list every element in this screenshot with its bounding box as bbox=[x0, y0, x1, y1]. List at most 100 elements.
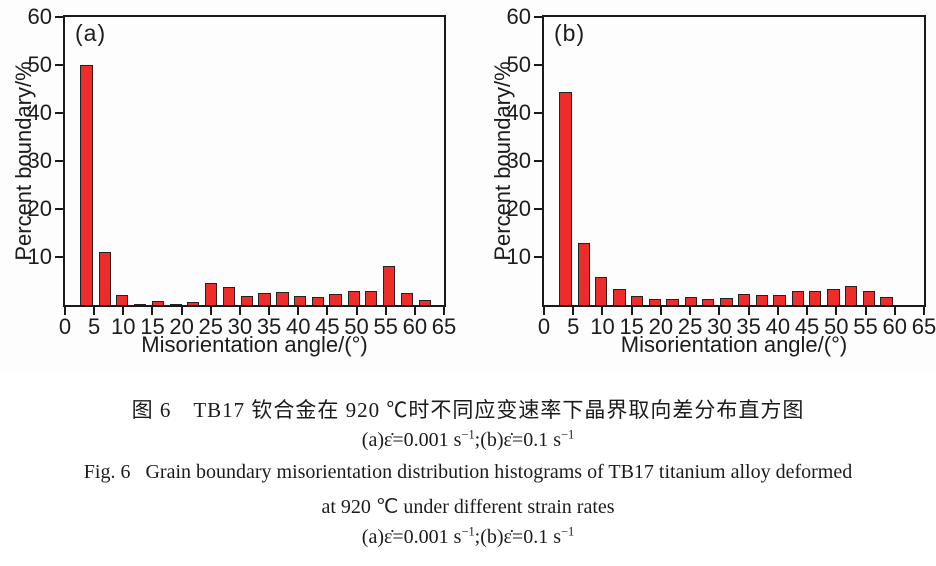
caption-english-strain-rates: (a)ε̇=0.001 s−1;(b)ε̇=0.1 s−1 bbox=[0, 524, 936, 549]
histogram-bar bbox=[240, 296, 254, 305]
superscript-exponent: −1 bbox=[561, 427, 575, 442]
x-tick-mark bbox=[122, 307, 125, 315]
x-tick-label: 50 bbox=[824, 314, 849, 339]
y-tick-label: 50 bbox=[27, 52, 52, 77]
histogram-bar bbox=[880, 297, 893, 305]
histogram-bar bbox=[559, 91, 572, 305]
y-tick-label: 30 bbox=[506, 148, 531, 173]
x-tick-label: 10 bbox=[590, 314, 615, 339]
x-tick-mark bbox=[64, 307, 66, 315]
strain-rate-text: ;(b)ε̇=0.1 s bbox=[474, 526, 561, 548]
y-tick-mark bbox=[55, 16, 63, 18]
y-tick-label: 50 bbox=[506, 52, 531, 77]
y-tick-label: 30 bbox=[27, 148, 52, 173]
histogram-bar bbox=[293, 295, 307, 305]
x-tick-mark bbox=[572, 307, 575, 315]
histogram-bar bbox=[702, 298, 715, 305]
histogram-bar bbox=[258, 293, 271, 305]
x-tick-label: 0 bbox=[537, 314, 551, 339]
panel-b: (b) 10 20 30 40 50 60 0 5 10 15 20 25 30 35 40 45 50 55 6… bbox=[490, 4, 936, 357]
y-tick-mark bbox=[534, 16, 542, 18]
superscript-exponent: −1 bbox=[461, 524, 475, 539]
histogram-bar bbox=[80, 65, 93, 305]
caption-english-title-line1: Fig. 6 Grain boundary misorientation dis… bbox=[83, 461, 853, 483]
y-tick-mark bbox=[55, 112, 63, 114]
histogram-bar bbox=[755, 295, 769, 305]
x-tick-mark bbox=[747, 307, 750, 315]
y-tick-mark bbox=[55, 160, 63, 162]
histogram-bar bbox=[116, 294, 129, 305]
x-tick-label: 5 bbox=[88, 314, 101, 339]
histogram-bar bbox=[329, 294, 342, 305]
x-tick-label: 55 bbox=[373, 314, 398, 339]
y-tick-mark bbox=[55, 64, 63, 66]
x-tick-label: 30 bbox=[227, 314, 253, 339]
x-tick-mark bbox=[864, 307, 867, 315]
x-tick-mark bbox=[209, 307, 212, 315]
x-tick-label: 35 bbox=[736, 314, 761, 339]
x-tick-mark bbox=[355, 307, 358, 315]
histogram-bar bbox=[648, 299, 662, 305]
x-tick-label: 35 bbox=[256, 314, 282, 339]
histogram-bar bbox=[827, 289, 840, 305]
x-tick-mark bbox=[601, 307, 604, 315]
x-tick-mark bbox=[413, 307, 416, 315]
x-tick-mark bbox=[893, 307, 896, 315]
y-tick-label: 20 bbox=[27, 196, 52, 221]
x-tick-label: 10 bbox=[111, 314, 136, 339]
x-tick-label: 45 bbox=[794, 314, 820, 339]
x-tick-label: 60 bbox=[882, 314, 908, 339]
histogram-bar bbox=[577, 243, 590, 305]
histogram-bar bbox=[98, 252, 111, 305]
x-axis-label-b: Misorientation angle/(°) bbox=[620, 332, 848, 357]
x-tick-mark bbox=[151, 307, 154, 315]
histogram-bar bbox=[205, 283, 218, 305]
x-tick-mark bbox=[297, 307, 300, 315]
y-tick-label: 10 bbox=[27, 244, 52, 269]
x-tick-mark bbox=[543, 307, 545, 315]
x-tick-mark bbox=[776, 307, 779, 315]
x-tick-label: 20 bbox=[169, 314, 194, 339]
histogram-bar bbox=[595, 277, 608, 305]
histogram-bar bbox=[666, 298, 679, 305]
x-tick-mark bbox=[384, 307, 387, 315]
y-tick-mark bbox=[534, 112, 542, 114]
strain-rate-text: ;(b)ε̇=0.1 s bbox=[474, 429, 561, 451]
histogram-bar bbox=[151, 300, 164, 305]
strain-rate-text: (a)ε̇=0.001 s bbox=[361, 526, 462, 548]
histogram-bar bbox=[364, 291, 378, 305]
x-tick-label: 15 bbox=[619, 314, 644, 339]
histogram-bar bbox=[720, 297, 733, 305]
y-tick-mark bbox=[534, 208, 542, 210]
x-tick-label: 15 bbox=[140, 314, 165, 339]
panel-tag-b: (b) bbox=[554, 20, 586, 46]
x-tick-label: 30 bbox=[707, 314, 732, 339]
x-tick-mark bbox=[443, 307, 445, 315]
plot-area-b: (b) 10 20 30 40 50 60 0 5 10 15 20 25 30 35 40 45 50 55 6… bbox=[490, 4, 936, 357]
x-axis-label-a: Misorientation angle/(°) bbox=[141, 332, 368, 357]
panel-tag-a: (a) bbox=[75, 20, 107, 46]
y-tick-mark bbox=[534, 256, 542, 258]
caption-english-title-line2: at 920 ℃ under different strain rates bbox=[321, 496, 615, 518]
histogram-bar bbox=[383, 266, 396, 305]
histogram-bar bbox=[844, 286, 858, 305]
histogram-bar bbox=[418, 300, 431, 305]
x-tick-mark bbox=[630, 307, 633, 315]
x-tick-label: 65 bbox=[911, 314, 936, 339]
histogram-bar bbox=[276, 291, 289, 305]
x-tick-mark bbox=[180, 307, 183, 315]
x-tick-mark bbox=[659, 307, 662, 315]
superscript-exponent: −1 bbox=[561, 524, 575, 539]
panel-a: (a) 10 20 30 40 50 60 0 5 10 15 20 25 30 35 40 45 50 55 6… bbox=[11, 4, 456, 357]
histogram-bar bbox=[613, 289, 626, 305]
histogram-bar bbox=[347, 291, 360, 305]
x-tick-label: 0 bbox=[58, 314, 72, 339]
plot-area-a: (a) 10 20 30 40 50 60 0 5 10 15 20 25 30 35 40 45 50 55 6… bbox=[11, 4, 456, 357]
x-tick-mark bbox=[718, 307, 721, 315]
histogram-bar bbox=[400, 293, 413, 305]
y-axis-label-a: Percent boundary/% bbox=[11, 61, 36, 261]
y-tick-label: 60 bbox=[27, 4, 52, 29]
histogram-bar bbox=[134, 303, 147, 305]
histogram-bar bbox=[809, 291, 822, 305]
